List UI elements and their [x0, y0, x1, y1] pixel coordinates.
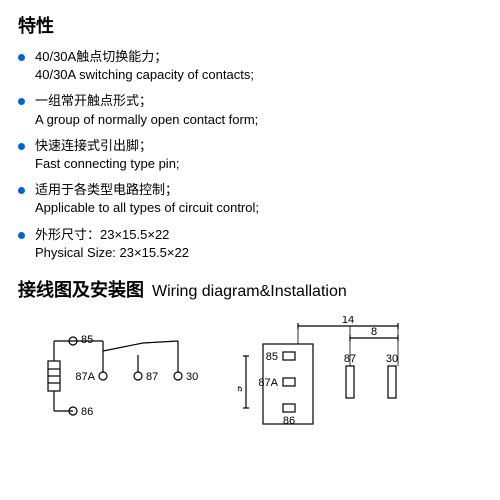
svg-text:30: 30 — [386, 353, 398, 365]
bullet-icon — [18, 54, 25, 61]
feature-en: 40/30A switching capacity of contacts; — [35, 66, 254, 84]
feature-item: 外形尺寸：23×15.5×22 Physical Size: 23×15.5×2… — [18, 226, 482, 262]
svg-text:30: 30 — [186, 371, 198, 383]
feature-text: 外形尺寸：23×15.5×22 Physical Size: 23×15.5×2… — [35, 226, 189, 262]
feature-text: 适用于各类型电路控制； Applicable to all types of c… — [35, 181, 259, 217]
bullet-icon — [18, 143, 25, 150]
svg-text:9: 9 — [238, 386, 245, 392]
svg-text:87: 87 — [146, 371, 158, 383]
feature-cn: 40/30A触点切换能力； — [35, 48, 254, 66]
feature-item: 一组常开触点形式； A group of normally open conta… — [18, 92, 482, 128]
feature-cn: 快速连接式引出脚； — [35, 137, 180, 155]
wiring-schematic: 85 87A 87 30 86 — [28, 316, 208, 436]
svg-text:87A: 87A — [258, 377, 278, 389]
svg-text:85: 85 — [81, 334, 93, 346]
feature-en: Physical Size: 23×15.5×22 — [35, 244, 189, 262]
svg-text:8: 8 — [371, 326, 377, 338]
feature-text: 40/30A触点切换能力； 40/30A switching capacity … — [35, 48, 254, 84]
diagram-heading: 接线图及安装图 Wiring diagram&Installation — [18, 276, 482, 302]
diagram-title-en: Wiring diagram&Installation — [152, 283, 347, 301]
feature-en: Fast connecting type pin; — [35, 155, 180, 173]
installation-diagram: 8587A8687301489 — [238, 316, 438, 436]
feature-en: Applicable to all types of circuit contr… — [35, 199, 259, 217]
svg-text:85: 85 — [266, 351, 278, 363]
feature-cn: 外形尺寸：23×15.5×22 — [35, 226, 189, 244]
bullet-icon — [18, 98, 25, 105]
feature-cn: 适用于各类型电路控制； — [35, 181, 259, 199]
bullet-icon — [18, 187, 25, 194]
diagram-title-cn: 接线图及安装图 — [18, 276, 144, 302]
feature-cn: 一组常开触点形式； — [35, 92, 258, 110]
svg-text:14: 14 — [342, 316, 354, 326]
svg-text:86: 86 — [81, 406, 93, 418]
diagrams-container: 85 87A 87 30 86 85 87A 86 87 30 14 8 9 — [18, 316, 482, 436]
feature-item: 快速连接式引出脚； Fast connecting type pin; — [18, 137, 482, 173]
feature-text: 快速连接式引出脚； Fast connecting type pin; — [35, 137, 180, 173]
feature-item: 40/30A触点切换能力； 40/30A switching capacity … — [18, 48, 482, 84]
feature-text: 一组常开触点形式； A group of normally open conta… — [35, 92, 258, 128]
feature-list: 40/30A触点切换能力； 40/30A switching capacity … — [18, 48, 482, 262]
feature-en: A group of normally open contact form; — [35, 111, 258, 129]
bullet-icon — [18, 232, 25, 239]
features-heading: 特性 — [18, 12, 482, 38]
svg-text:87A: 87A — [75, 371, 95, 383]
feature-item: 适用于各类型电路控制； Applicable to all types of c… — [18, 181, 482, 217]
svg-text:86: 86 — [283, 415, 295, 427]
